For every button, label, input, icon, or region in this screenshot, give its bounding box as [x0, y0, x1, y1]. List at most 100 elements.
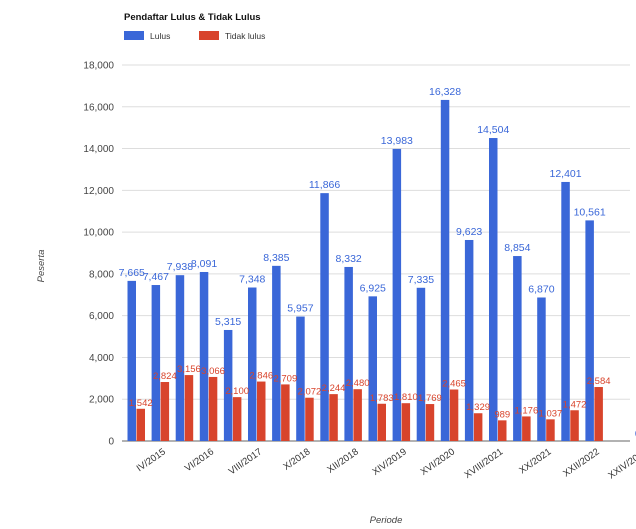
- y-tick-label: 18,000: [83, 61, 114, 72]
- data-label-tidak-lulus: 2,709: [273, 373, 297, 384]
- y-tick-label: 10,000: [83, 228, 114, 239]
- bar-lulus: [223, 329, 233, 441]
- legend-swatch-tidak-lulus: [199, 31, 219, 40]
- x-axis-label: Periode: [370, 515, 403, 526]
- bar-tidak-lulus: [401, 403, 411, 441]
- data-label-tidak-lulus: 3,156: [177, 364, 201, 375]
- bar-lulus: [585, 220, 594, 441]
- x-tick-label: VIII/2017: [227, 446, 264, 477]
- data-label-lulus: 7,467: [143, 271, 169, 283]
- data-label-lulus: 14,504: [477, 124, 509, 136]
- data-label-lulus: 7,348: [239, 274, 265, 286]
- bar-lulus: [368, 296, 377, 441]
- bar-lulus: [296, 316, 305, 441]
- bar-tidak-lulus: [281, 384, 290, 441]
- x-tick-label: XVI/2020: [419, 446, 457, 477]
- bar-tidak-lulus: [449, 389, 459, 441]
- bar-tidak-lulus: [473, 413, 483, 441]
- bar-tidak-lulus: [377, 403, 386, 441]
- bar-tidak-lulus: [232, 397, 242, 441]
- x-tick-label: XXII/2022: [561, 446, 601, 479]
- bar-lulus: [537, 297, 546, 441]
- bar-lulus: [416, 287, 426, 441]
- bar-lulus: [561, 181, 570, 441]
- data-label-lulus: 12,401: [549, 168, 581, 180]
- x-tick-label: XX/2021: [517, 446, 553, 476]
- bar-tidak-lulus: [257, 381, 266, 441]
- bar-tidak-lulus: [498, 420, 507, 441]
- data-label-tidak-lulus: 1,176: [514, 405, 538, 416]
- bar-lulus: [344, 266, 353, 441]
- legend: Lulus Tidak lulus: [124, 31, 265, 41]
- data-label-tidak-lulus: 1,810: [394, 392, 418, 403]
- y-tick-label: 16,000: [83, 102, 114, 113]
- bar-lulus: [272, 265, 281, 441]
- data-label-lulus: 8,091: [191, 258, 217, 270]
- data-label-lulus: 10,561: [574, 206, 606, 218]
- bar-tidak-lulus: [184, 375, 194, 441]
- data-label-tidak-lulus: 1,329: [466, 402, 490, 413]
- bar-lulus: [513, 256, 522, 441]
- data-label-lulus: 13,983: [381, 135, 413, 147]
- bars: [127, 99, 603, 442]
- legend-swatch-lulus: [124, 31, 144, 40]
- bar-tidak-lulus: [208, 376, 218, 441]
- chart-title: Pendaftar Lulus & Tidak Lulus: [124, 12, 261, 23]
- data-label-lulus: 8,385: [263, 252, 289, 264]
- data-label-tidak-lulus: 1,472: [563, 399, 587, 410]
- bar-lulus: [248, 287, 257, 441]
- data-label-lulus: 9,623: [456, 226, 482, 238]
- x-tick-label: XXIV/2023: [606, 446, 636, 481]
- bar-tidak-lulus: [353, 389, 362, 441]
- x-tick-label: XVIII/2021: [463, 446, 506, 480]
- y-tick-label: 2,000: [89, 395, 114, 406]
- x-tick-label: X/2018: [281, 446, 312, 472]
- data-label-lulus: 0: [635, 428, 636, 440]
- bar-lulus: [440, 99, 450, 442]
- bar-lulus: [127, 280, 136, 441]
- bar-tidak-lulus: [570, 410, 579, 441]
- y-tick-label: 14,000: [83, 144, 114, 155]
- data-label-tidak-lulus: 2,100: [225, 386, 249, 397]
- data-label-tidak-lulus: 1,037: [539, 408, 563, 419]
- bar-tidak-lulus: [305, 397, 314, 441]
- data-label-tidak-lulus: 2,584: [587, 376, 611, 387]
- data-label-tidak-lulus: 3,066: [201, 366, 225, 377]
- data-labels: 7,665 1,542 7,467 2,824 7,938 3,156 8,091 3,066…: [119, 86, 636, 440]
- data-label-lulus: 11,866: [309, 179, 340, 191]
- data-label-lulus: 6,925: [360, 282, 386, 294]
- bar-tidak-lulus: [136, 408, 145, 441]
- x-tick-label: XIV/2019: [370, 446, 408, 477]
- bar-lulus: [464, 239, 474, 441]
- data-label-lulus: 8,332: [336, 253, 362, 265]
- legend-label-tidak-lulus: Tidak lulus: [225, 31, 265, 41]
- y-tick-label: 12,000: [83, 186, 114, 197]
- bar-tidak-lulus: [546, 419, 555, 441]
- bar-lulus: [199, 271, 209, 441]
- bar-tidak-lulus: [329, 394, 338, 441]
- data-label-tidak-lulus: 2,824: [153, 371, 177, 382]
- data-label-tidak-lulus: 1,769: [418, 393, 442, 404]
- data-label-tidak-lulus: 989: [494, 409, 510, 420]
- data-label-tidak-lulus: 2,846: [249, 371, 273, 382]
- x-axis-ticks: IV/2015 VI/2016 VIII/2017 X/2018 XII/2018 XIV…: [135, 446, 636, 481]
- data-label-lulus: 16,328: [429, 86, 461, 98]
- data-label-lulus: 7,938: [167, 261, 193, 273]
- x-tick-label: IV/2015: [135, 446, 168, 474]
- data-label-lulus: 6,870: [528, 283, 554, 295]
- data-label-tidak-lulus: 2,244: [322, 383, 346, 394]
- y-tick-label: 6,000: [89, 311, 114, 322]
- y-axis-label: Peserta: [36, 250, 47, 283]
- data-label-lulus: 7,665: [119, 267, 145, 279]
- data-label-tidak-lulus: 1,542: [129, 398, 153, 409]
- bar-lulus: [175, 275, 185, 441]
- y-axis-ticks: 0 2,000 4,000 6,000 8,000 10,000 12,000 14,000 1…: [83, 61, 114, 448]
- bar-tidak-lulus: [522, 416, 531, 441]
- bar-lulus: [489, 138, 498, 441]
- data-label-lulus: 5,957: [287, 303, 313, 315]
- data-label-tidak-lulus: 2,480: [346, 378, 370, 389]
- data-label-lulus: 7,335: [408, 274, 434, 286]
- bar-tidak-lulus: [594, 387, 603, 441]
- x-tick-label: VI/2016: [183, 446, 216, 474]
